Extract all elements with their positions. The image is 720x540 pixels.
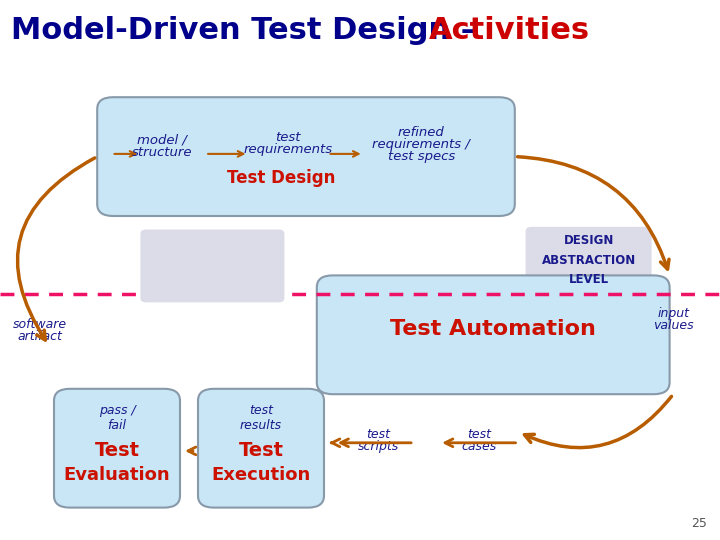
Text: test: test: [275, 131, 301, 144]
Text: cases: cases: [462, 440, 496, 453]
Text: ABSTRACTION: ABSTRACTION: [541, 254, 636, 267]
Text: artifact: artifact: [17, 330, 62, 343]
Text: LEVEL: LEVEL: [194, 273, 231, 283]
Text: Activities: Activities: [428, 16, 590, 45]
FancyBboxPatch shape: [198, 389, 324, 508]
Text: test: test: [366, 428, 390, 441]
Text: test: test: [249, 404, 273, 417]
Text: Test: Test: [94, 441, 140, 461]
Text: 25: 25: [691, 517, 707, 530]
Text: IMPLEMENTATION: IMPLEMENTATION: [157, 238, 268, 248]
Text: model /: model /: [137, 134, 187, 147]
Text: Evaluation: Evaluation: [63, 466, 171, 484]
Text: refined: refined: [398, 126, 444, 139]
Text: test: test: [467, 428, 491, 441]
Text: software: software: [12, 318, 67, 330]
Text: Test: Test: [238, 441, 284, 461]
Text: Test Design: Test Design: [227, 169, 335, 187]
FancyBboxPatch shape: [526, 227, 652, 302]
Text: Model-Driven Test Design –: Model-Driven Test Design –: [11, 16, 487, 45]
Text: input: input: [657, 307, 689, 320]
Text: structure: structure: [132, 146, 192, 159]
Text: pass /: pass /: [99, 404, 135, 417]
Text: ABSTRACTION: ABSTRACTION: [168, 256, 256, 266]
FancyBboxPatch shape: [140, 230, 284, 302]
Text: LEVEL: LEVEL: [569, 273, 608, 286]
Text: results: results: [240, 419, 282, 432]
Text: requirements: requirements: [243, 143, 333, 156]
FancyBboxPatch shape: [97, 97, 515, 216]
FancyBboxPatch shape: [54, 389, 180, 508]
FancyBboxPatch shape: [317, 275, 670, 394]
Text: Test Automation: Test Automation: [390, 319, 596, 340]
Text: requirements /: requirements /: [372, 138, 470, 151]
Text: DESIGN: DESIGN: [564, 234, 613, 247]
Text: Execution: Execution: [212, 466, 310, 484]
Text: values: values: [653, 319, 693, 332]
Text: test specs: test specs: [387, 150, 455, 163]
Text: fail: fail: [107, 419, 127, 432]
Text: scripts: scripts: [357, 440, 399, 453]
